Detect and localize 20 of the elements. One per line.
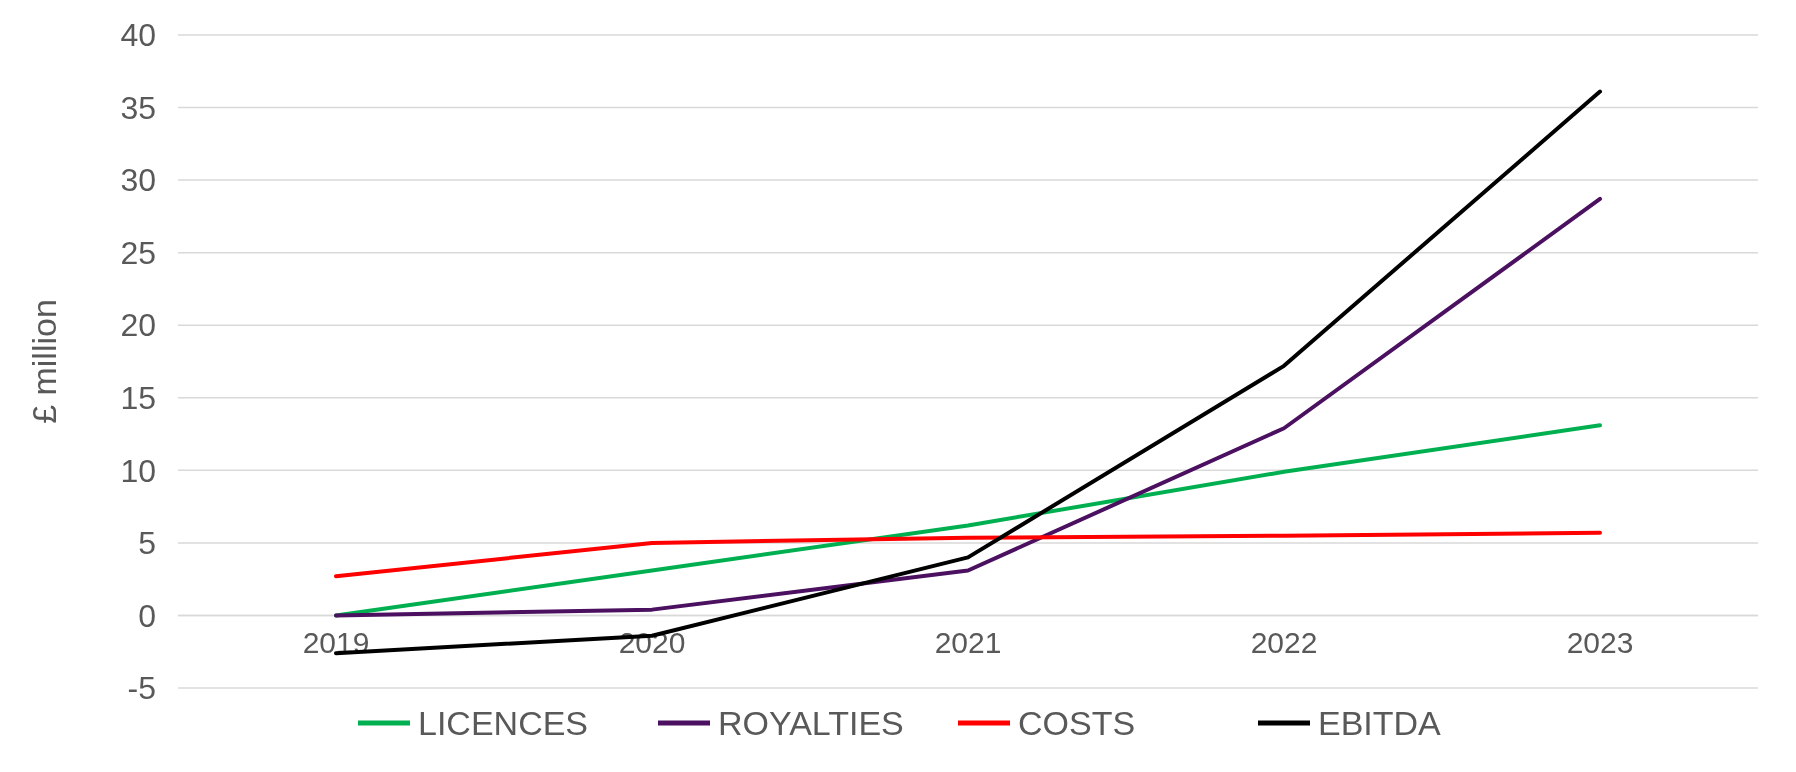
y-tick-label: -5	[127, 670, 156, 707]
line-series	[334, 530, 1602, 579]
y-tick-label: 40	[120, 17, 156, 54]
legend-label: COSTS	[1018, 703, 1136, 742]
y-tick-label: 30	[120, 162, 156, 199]
x-tick-label: 2021	[934, 626, 1002, 660]
y-tick-label: 10	[120, 452, 156, 489]
line-series	[334, 196, 1602, 618]
y-tick-label: 20	[120, 307, 156, 344]
legend-label: ROYALTIES	[718, 703, 904, 742]
y-tick-label: 0	[138, 597, 156, 634]
y-tick-label: 25	[120, 234, 156, 271]
y-tick-label: 15	[120, 379, 156, 416]
x-tick-label: 2022	[1250, 626, 1318, 660]
legend-label: LICENCES	[418, 703, 589, 742]
y-tick-label: 35	[120, 89, 156, 126]
legend-label: EBITDA	[1318, 703, 1442, 742]
x-tick-label: 2023	[1566, 626, 1634, 660]
y-tick-label: 5	[138, 525, 156, 562]
y-axis-title: £ million	[25, 299, 63, 424]
